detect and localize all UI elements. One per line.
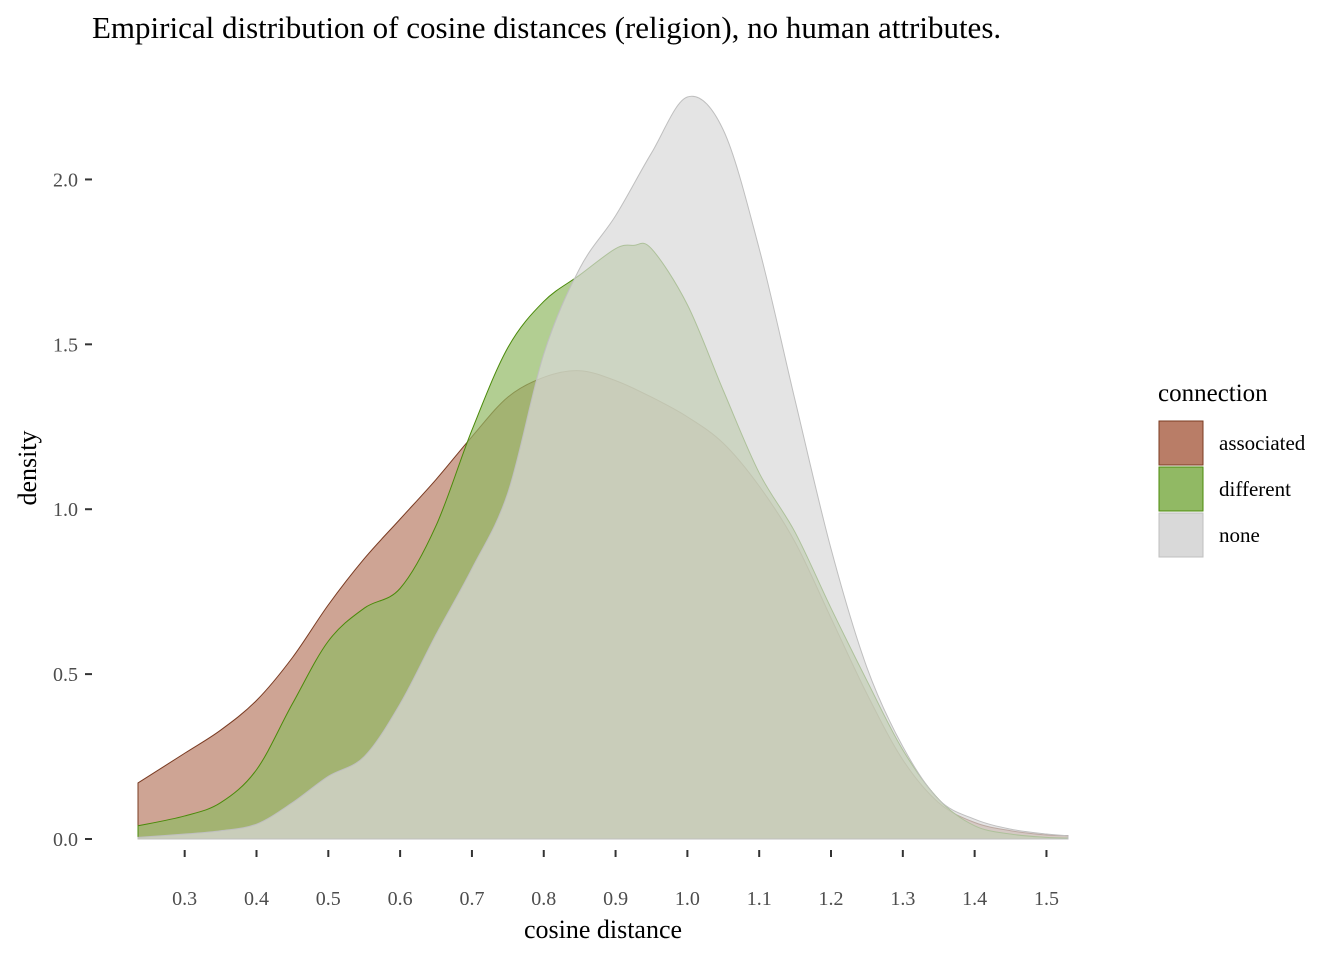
x-tick-label: 0.4 [244,888,269,910]
y-tick-label: 0.0 [53,829,78,851]
y-axis-title: density [13,430,42,505]
legend-title: connection [1158,380,1268,407]
x-tick-label: 1.1 [747,888,772,910]
x-tick-label: 1.2 [819,888,844,910]
legend-label-associated: associated [1219,431,1306,455]
x-tick-label: 1.5 [1034,888,1059,910]
y-tick-label: 2.0 [53,169,78,191]
y-tick-label: 1.5 [53,334,78,356]
x-tick-label: 1.3 [890,888,915,910]
x-axis-title: cosine distance [524,915,682,944]
y-axis: 0.0 0.5 1.0 1.5 2.0 [53,169,92,851]
x-tick-label: 0.6 [388,888,413,910]
legend-swatch-associated [1158,420,1204,466]
x-tick-label: 0.3 [172,888,197,910]
chart-title: Empirical distribution of cosine distanc… [92,10,1001,45]
density-area-none [137,95,1069,840]
legend: connection associated different none [1158,380,1306,558]
legend-label-none: none [1219,523,1260,547]
legend-swatch-none [1158,512,1204,558]
x-tick-label: 1.4 [962,888,987,910]
legend-label-different: different [1219,477,1291,501]
x-axis: 0.3 0.4 0.5 0.6 0.7 0.8 0.9 1.0 1.1 1.2 1.3 1.4 1.5 [172,850,1059,910]
x-tick-label: 0.5 [316,888,341,910]
x-tick-label: 0.7 [459,888,484,910]
x-tick-label: 1.0 [675,888,700,910]
x-tick-label: 0.9 [603,888,628,910]
y-tick-label: 0.5 [53,664,78,686]
y-tick-label: 1.0 [53,499,78,521]
legend-swatch-different [1158,466,1204,512]
x-tick-label: 0.8 [531,888,556,910]
density-areas [137,95,1069,840]
